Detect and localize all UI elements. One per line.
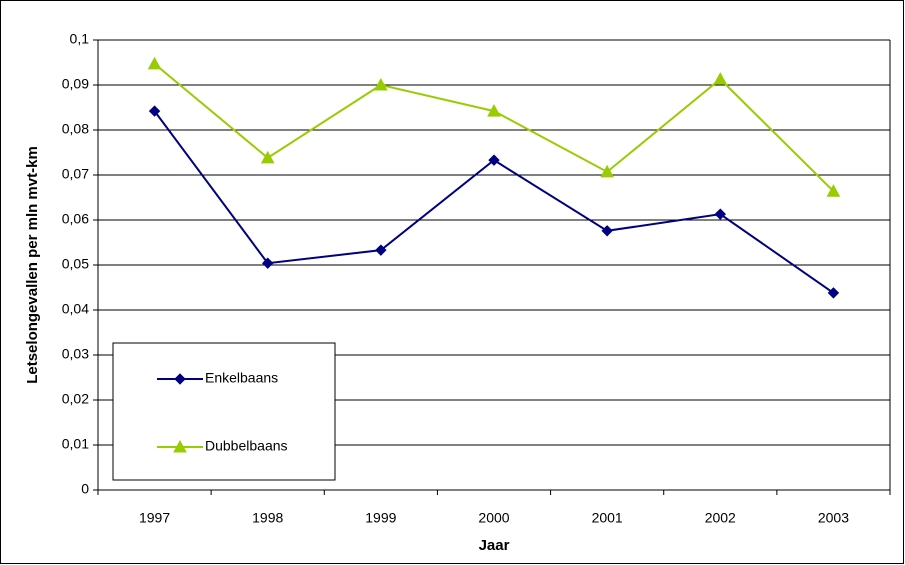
point [714,208,726,220]
point [487,104,501,117]
x-tick-label: 2003 [818,510,849,526]
point [826,184,841,197]
y-tick-label: 0,02 [62,391,89,407]
y-tick-label: 0,04 [62,301,89,317]
y-tick-label: 0,09 [62,76,89,92]
point [488,154,500,166]
y-tick-label: 0,06 [62,211,89,227]
point [601,225,613,237]
x-axis-title: Jaar [479,537,510,554]
legend-label: Enkelbaans [205,370,278,386]
y-tick-label: 0,08 [62,121,89,137]
point [375,244,387,256]
y-tick-label: 0,01 [62,436,89,452]
x-tick-label: 2001 [592,510,623,526]
point [148,105,161,117]
x-tick-label: 1999 [365,510,396,526]
y-tick-label: 0,03 [62,346,89,362]
x-tick-label: 1997 [139,510,170,526]
point [374,77,388,91]
y-tick-label: 0 [81,481,89,497]
y-tick-label: 0,07 [62,166,89,182]
x-tick-label: 2002 [705,510,736,526]
legend-marker [173,439,187,453]
y-tick-label: 0,05 [62,256,89,272]
legend-box [112,342,336,481]
point [827,287,840,299]
legend-label: Dubbelbaans [205,438,288,454]
y-axis-title: Letselongevallen per mln mvt-km [24,146,41,384]
x-tick-label: 2000 [478,510,509,526]
y-tick-label: 0,1 [70,31,90,47]
point [147,56,162,70]
point [600,164,614,178]
point [260,150,275,164]
x-tick-label: 1998 [252,510,283,526]
point [262,257,274,269]
point [713,72,728,85]
legend-marker [174,373,186,385]
